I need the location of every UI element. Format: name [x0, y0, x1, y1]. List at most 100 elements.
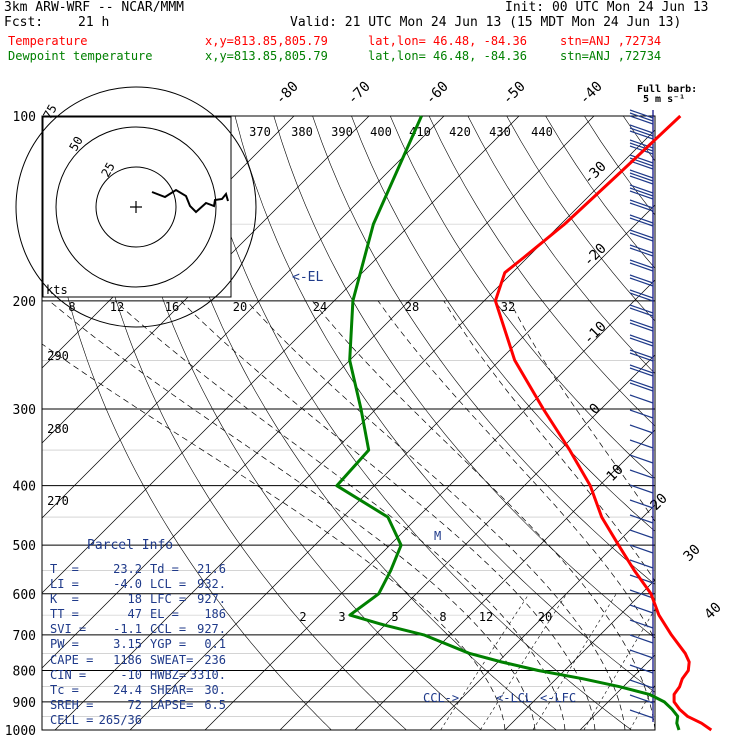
wind-barb [629, 694, 654, 704]
moist-adiabat-28 [443, 300, 655, 582]
wind-barb [629, 274, 654, 287]
lower-mixing-label-3: 8 [439, 610, 446, 624]
parcel-cell: 927. [197, 592, 226, 607]
isotherm--70 [42, 116, 595, 669]
parcel-info-title: Parcel Info [87, 538, 174, 553]
theta-label-1: 380 [291, 125, 313, 139]
isotherm--40 [204, 279, 655, 730]
wind-barb [629, 499, 654, 509]
parcel-row: TT = 47 EL = 186 [50, 607, 230, 622]
parcel-row: CAPE = 1186 SWEAT= 236 [50, 653, 230, 668]
parcel-cell: LAPSE= [150, 697, 194, 712]
parcel-cell: 0.1 [204, 637, 226, 652]
parcel-cell: CELL = [50, 712, 94, 727]
wind-barb [629, 229, 654, 242]
temp-xy: x,y=813.85,805.79 [205, 34, 328, 48]
parcel-cell: 927. [197, 622, 226, 637]
barb-legend-title: Full barb: [637, 84, 698, 95]
pressure-label-100: 100 [13, 110, 36, 125]
lower-mixing-label-2: 5 [391, 610, 398, 624]
parcel-row: CIN = -10 HWBZ= 3310. [50, 668, 230, 683]
dew-xy: x,y=813.85,805.79 [205, 49, 328, 63]
wind-barb [629, 244, 654, 257]
lcl-marker: <-LCL [496, 691, 532, 705]
parcel-cell: LFC = [150, 592, 187, 607]
parcel-cell: -10 [120, 667, 142, 682]
hodograph-ring-label-2: 25 [98, 160, 117, 180]
lower-mixing-label-5: 20 [538, 610, 552, 624]
dry-adiabat-320 [312, 116, 655, 585]
left-theta-label-2: 270 [47, 494, 69, 508]
parcel-cell: HWBZ= [150, 667, 187, 682]
temp-stn: stn=ANJ ,72734 [560, 34, 662, 48]
mixing-ratio-12 [629, 684, 655, 730]
parcel-cell: CIN = [50, 667, 87, 682]
wind-barb [629, 424, 654, 434]
isotherm-label-4: -40 [577, 79, 606, 108]
isotherm-label-0: -80 [273, 79, 302, 108]
theta-label-0: 370 [249, 125, 271, 139]
header-init: Init: 00 UTC Mon 24 Jun 13 [505, 0, 709, 15]
parcel-cell: 3310. [189, 667, 226, 682]
parcel-cell: SWEAT= [150, 652, 194, 667]
parcel-cell: TT = [50, 607, 79, 622]
wind-barb [629, 409, 654, 419]
wind-barb [629, 589, 654, 599]
hodograph-units: kts [46, 283, 68, 297]
isotherm--20 [354, 429, 655, 730]
parcel-cell: 265/36 [98, 712, 142, 727]
dry-adiabat-330 [351, 116, 655, 532]
parcel-cell: -4.0 [113, 577, 142, 592]
moist-adiabat-20 [311, 300, 655, 730]
moist-adiabat-24 [377, 300, 655, 641]
parcel-cell: Td = [150, 562, 179, 576]
wind-barb [629, 649, 654, 659]
series-dewpoint [335, 115, 681, 731]
header-valid: Valid: 21 UTC Mon 24 Jun 13 (15 MDT Mon … [290, 15, 682, 30]
dry-adiabat-300 [234, 116, 655, 693]
parcel-row: Tc = 24.4 SHEAR= 30. [50, 683, 230, 698]
mixing-label-3: 20 [233, 300, 247, 314]
ccl-marker: CCL-> [423, 691, 459, 705]
parcel-cell: 3.15 [113, 637, 142, 652]
wind-barb [629, 334, 654, 347]
isotherm-label-10: 20 [648, 491, 671, 514]
moist-adiabat-32 [509, 300, 655, 522]
wind-barb [629, 679, 654, 689]
pressure-label-400: 400 [13, 480, 36, 495]
mixing-label-4: 24 [313, 300, 327, 314]
el-marker: <-EL [292, 270, 323, 285]
parcel-cell: 18 [127, 592, 142, 607]
series-temperature [493, 114, 713, 732]
hodograph-center [130, 201, 142, 213]
parcel-cell: 6.5 [204, 697, 226, 712]
wind-barb [629, 514, 654, 524]
dry-adiabat-340 [390, 116, 655, 479]
pressure-label-700: 700 [13, 629, 36, 644]
isotherm--80 [42, 116, 520, 594]
wind-barb [629, 559, 654, 569]
isotherm--30 [279, 354, 655, 730]
parcel-cell: LI = [50, 577, 79, 592]
mixing-ratio-5 [532, 593, 617, 730]
wind-barb [629, 529, 654, 539]
dry-adiabat-260 [79, 116, 407, 730]
hodograph-ring-0 [15, 86, 257, 328]
pressure-label-900: 900 [13, 696, 36, 711]
mixing-ratio-3 [480, 593, 567, 730]
parcel-row: SREH = 72 LAPSE= 6.5 [50, 698, 230, 713]
dew-latlon: lat,lon= 46.48, -84.36 [368, 49, 527, 63]
hodograph-ring-label-1: 50 [66, 134, 85, 154]
theta-label-5: 420 [449, 125, 471, 139]
pressure-label-500: 500 [13, 539, 36, 554]
wind-barb [629, 454, 654, 464]
wind-barb [629, 484, 654, 494]
mixing-ratio-8 [583, 608, 655, 730]
wind-barb [629, 304, 654, 317]
dry-adiabat-380 [545, 116, 655, 269]
legend-dewpoint: Dewpoint temperature [8, 49, 153, 63]
dry-adiabat-370 [506, 116, 655, 322]
isotherm-30 [730, 116, 740, 730]
left-theta-label-0: 290 [47, 349, 69, 363]
